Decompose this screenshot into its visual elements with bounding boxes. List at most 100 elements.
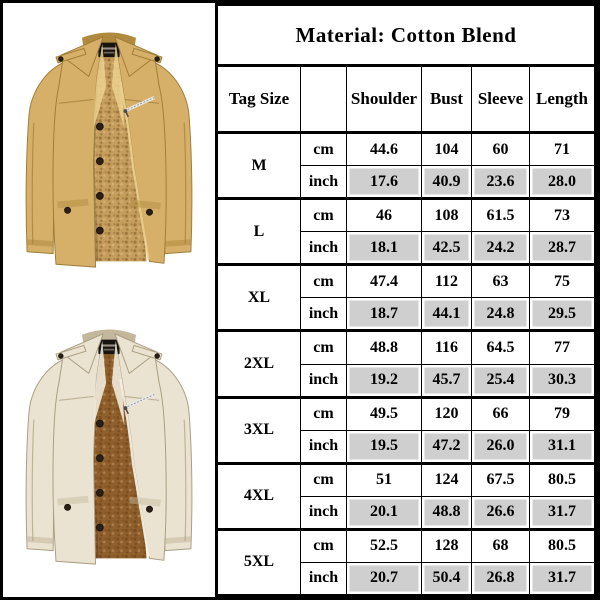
cell-value: 29.5: [529, 297, 596, 332]
cell-value: 31.1: [529, 429, 596, 464]
unit-label-cm: cm: [300, 131, 347, 167]
size-label: 5XL: [216, 527, 301, 597]
col-header-length: Length: [529, 65, 596, 135]
size-label: 4XL: [216, 461, 301, 530]
table-row: inch 18.1 42.5 24.2 28.7: [217, 231, 596, 266]
cell-value: 52.5: [346, 527, 422, 563]
size-label: M: [216, 131, 301, 200]
unit-label-inch: inch: [300, 429, 347, 464]
cell-value: 20.1: [346, 495, 422, 530]
cell-value: 24.8: [471, 297, 530, 332]
cell-value: 63: [471, 263, 530, 299]
khaki-jacket-image: [24, 30, 194, 269]
cell-value: 67.5: [471, 461, 530, 497]
size-label: 3XL: [216, 395, 301, 464]
table-row: XL cm 47.4 112 63 75: [216, 263, 596, 332]
cell-value: 80.5: [529, 461, 596, 497]
cell-value: 50.4: [421, 561, 472, 597]
col-header-bust: Bust: [421, 65, 472, 135]
cell-value: 28.7: [529, 231, 596, 266]
size-label: L: [216, 197, 301, 266]
unit-label-inch: inch: [300, 297, 347, 332]
table-row: inch 20.1 48.8 26.6 31.7: [217, 495, 596, 530]
cell-value: 31.7: [529, 561, 596, 597]
cell-value: 77: [529, 329, 596, 365]
cell-value: 25.4: [471, 363, 530, 398]
cell-value: 26.8: [471, 561, 530, 597]
cell-value: 24.2: [471, 231, 530, 266]
unit-label-cm: cm: [300, 329, 347, 365]
cell-value: 20.7: [346, 561, 422, 597]
product-photos-column: [3, 3, 215, 597]
cell-value: 116: [421, 329, 472, 365]
table-row: inch 20.7 50.4 26.8 31.7: [217, 561, 596, 597]
unit-label-inch: inch: [300, 165, 347, 200]
cell-value: 28.0: [529, 165, 596, 200]
unit-label-inch: inch: [300, 495, 347, 530]
cell-value: 23.6: [471, 165, 530, 200]
cell-value: 71: [529, 131, 596, 167]
cell-value: 73: [529, 197, 596, 233]
table-row: inch 17.6 40.9 23.6 28.0: [217, 165, 596, 200]
table-row: 2XL cm 48.8 116 64.5 77: [216, 329, 596, 398]
cell-value: 47.4: [346, 263, 422, 299]
jacket-photo-cream: [3, 300, 215, 597]
cell-value: 80.5: [529, 527, 596, 563]
cell-value: 124: [421, 461, 472, 497]
table-row: M cm 44.6 104 60 71: [216, 131, 596, 200]
cell-value: 49.5: [346, 395, 422, 431]
cell-value: 108: [421, 197, 472, 233]
unit-label-inch: inch: [300, 231, 347, 266]
cell-value: 48.8: [346, 329, 422, 365]
unit-label-inch: inch: [300, 363, 347, 398]
size-label: XL: [216, 263, 301, 332]
table-row: 4XL cm 51 124 67.5 80.5: [216, 461, 596, 530]
unit-label-cm: cm: [300, 197, 347, 233]
cell-value: 30.3: [529, 363, 596, 398]
cell-value: 42.5: [421, 231, 472, 266]
material-header: Material: Cotton Blend: [216, 3, 596, 68]
cell-value: 66: [471, 395, 530, 431]
unit-label-cm: cm: [300, 263, 347, 299]
cell-value: 18.7: [346, 297, 422, 332]
table-row: 3XL cm 49.5 120 66 79: [216, 395, 596, 464]
cell-value: 75: [529, 263, 596, 299]
cell-value: 17.6: [346, 165, 422, 200]
col-header-sleeve: Sleeve: [471, 65, 530, 135]
unit-label-cm: cm: [300, 461, 347, 497]
table-row: inch 18.7 44.1 24.8 29.5: [217, 297, 596, 332]
size-chart-table: Material: Cotton Blend Tag Size Shoulder…: [215, 3, 597, 597]
col-header-unit: [300, 65, 347, 135]
unit-label-inch: inch: [300, 561, 347, 597]
cream-jacket-image: [24, 327, 194, 566]
cell-value: 68: [471, 527, 530, 563]
cell-value: 51: [346, 461, 422, 497]
col-header-tag-size: Tag Size: [216, 65, 301, 135]
cell-value: 26.0: [471, 429, 530, 464]
table-row: inch 19.2 45.7 25.4 30.3: [217, 363, 596, 398]
cell-value: 79: [529, 395, 596, 431]
cell-value: 45.7: [421, 363, 472, 398]
cell-value: 60: [471, 131, 530, 167]
size-chart-table-area: Material: Cotton Blend Tag Size Shoulder…: [215, 3, 597, 597]
unit-label-cm: cm: [300, 395, 347, 431]
cell-value: 120: [421, 395, 472, 431]
cell-value: 46: [346, 197, 422, 233]
cell-value: 47.2: [421, 429, 472, 464]
cell-value: 44.1: [421, 297, 472, 332]
cell-value: 19.5: [346, 429, 422, 464]
unit-label-cm: cm: [300, 527, 347, 563]
cell-value: 112: [421, 263, 472, 299]
cell-value: 31.7: [529, 495, 596, 530]
jacket-photo-khaki: [3, 3, 215, 300]
cell-value: 61.5: [471, 197, 530, 233]
cell-value: 44.6: [346, 131, 422, 167]
cell-value: 64.5: [471, 329, 530, 365]
cell-value: 104: [421, 131, 472, 167]
table-row: 5XL cm 52.5 128 68 80.5: [216, 527, 596, 597]
col-header-shoulder: Shoulder: [346, 65, 422, 135]
size-label: 2XL: [216, 329, 301, 398]
cell-value: 19.2: [346, 363, 422, 398]
cell-value: 26.6: [471, 495, 530, 530]
